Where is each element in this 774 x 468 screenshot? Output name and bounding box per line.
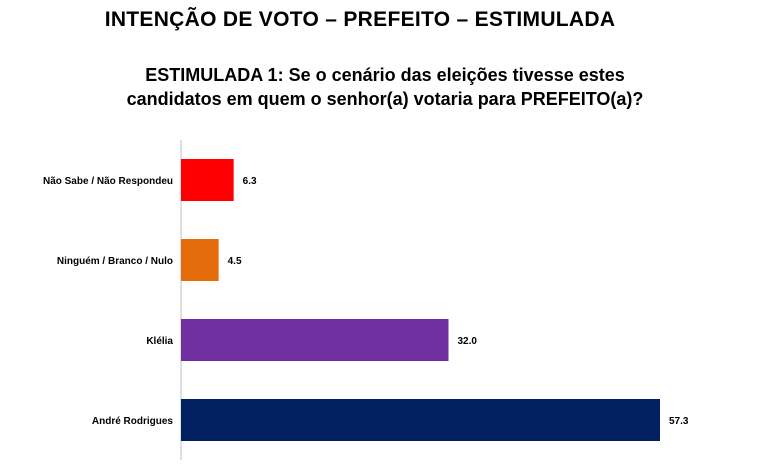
bar-0	[181, 159, 234, 201]
category-label-1: Ninguém / Branco / Nulo	[57, 256, 173, 267]
category-label-3: André Rodrigues	[92, 416, 174, 427]
subtitle-line-1: ESTIMULADA 1: Se o cenário das eleições …	[145, 65, 625, 85]
value-label-1: 4.5	[228, 256, 242, 267]
bar-1	[181, 239, 219, 281]
category-label-2: Klélia	[146, 336, 173, 347]
value-label-0: 6.3	[243, 176, 257, 187]
value-label-2: 32.0	[458, 336, 478, 347]
value-label-3: 57.3	[669, 416, 689, 427]
bar-3	[181, 399, 660, 441]
chart-subtitle: ESTIMULADA 1: Se o cenário das eleições …	[40, 63, 730, 111]
bar-2	[181, 319, 449, 361]
chart-title: INTENÇÃO DE VOTO – PREFEITO – ESTIMULADA	[104, 8, 616, 31]
subtitle-line-2: candidatos em quem o senhor(a) votaria p…	[126, 89, 644, 109]
category-label-0: Não Sabe / Não Respondeu	[43, 176, 173, 187]
